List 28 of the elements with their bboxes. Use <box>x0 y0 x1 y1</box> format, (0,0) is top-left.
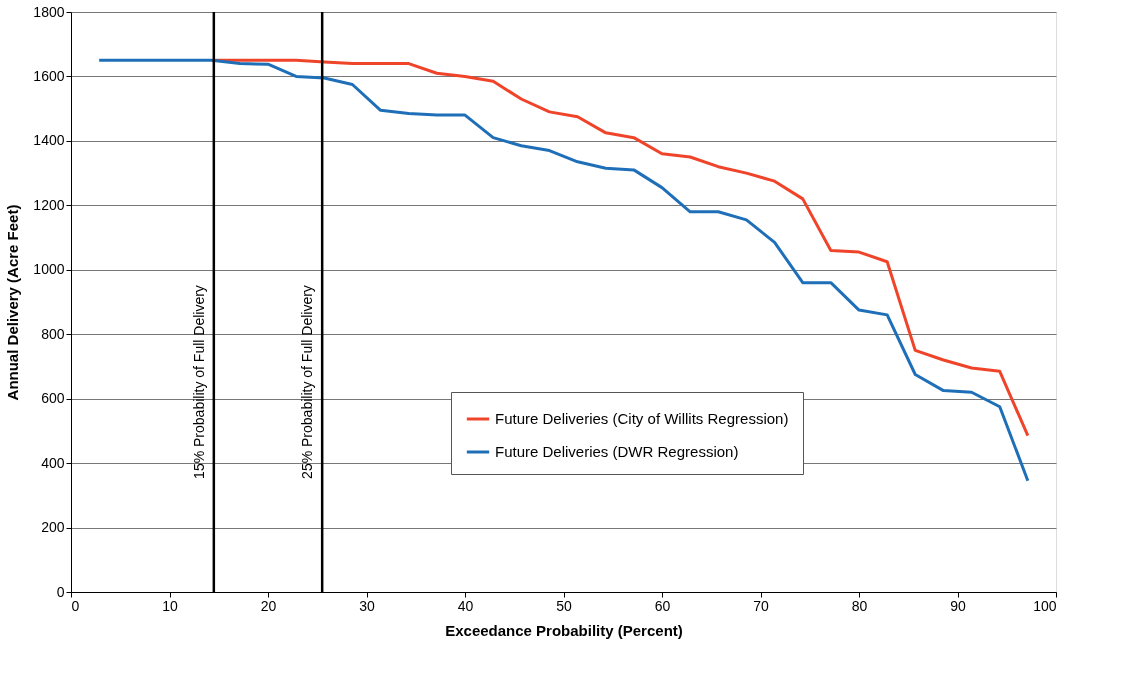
x-tick-label: 90 <box>950 597 966 614</box>
x-tick-label: 60 <box>654 597 671 614</box>
x-tick-label: 40 <box>457 597 474 614</box>
x-tick-label: 30 <box>359 597 375 614</box>
y-tick-label: 800 <box>41 325 65 342</box>
ref-line-label: 25% Probability of Full Delivery <box>299 285 316 479</box>
ref-line-label: 15% Probability of Full Delivery <box>190 285 207 479</box>
y-tick-label: 1600 <box>33 67 65 84</box>
line-series <box>97 58 1030 483</box>
x-tick-label: 70 <box>753 597 769 614</box>
y-tick-label: 1200 <box>33 196 65 213</box>
x-tick-label: 20 <box>260 597 277 614</box>
x-tick-label: 100 <box>1033 597 1057 614</box>
y-tick-label: 1000 <box>33 261 65 278</box>
y-tick-label: 1400 <box>33 132 65 149</box>
x-tick-label: 80 <box>851 597 868 614</box>
x-axis-title: Exceedance Probability (Percent) <box>445 621 683 639</box>
x-tick-label: 10 <box>162 597 178 614</box>
y-tick-label: 200 <box>41 519 65 536</box>
y-tick-label: 600 <box>41 390 65 407</box>
y-tick-label: 0 <box>56 583 65 600</box>
x-tick-label: 50 <box>556 597 572 614</box>
y-tick-label: 1800 <box>33 3 65 20</box>
y-tick-label: 400 <box>41 454 65 471</box>
legend-label: Future Deliveries (City of Willits Regression) <box>495 410 789 427</box>
x-tick-label: 0 <box>71 597 80 614</box>
y-axis-title: Annual Delivery (Acre Feet) <box>4 204 22 401</box>
legend-label: Future Deliveries (DWR Regression) <box>495 443 739 460</box>
